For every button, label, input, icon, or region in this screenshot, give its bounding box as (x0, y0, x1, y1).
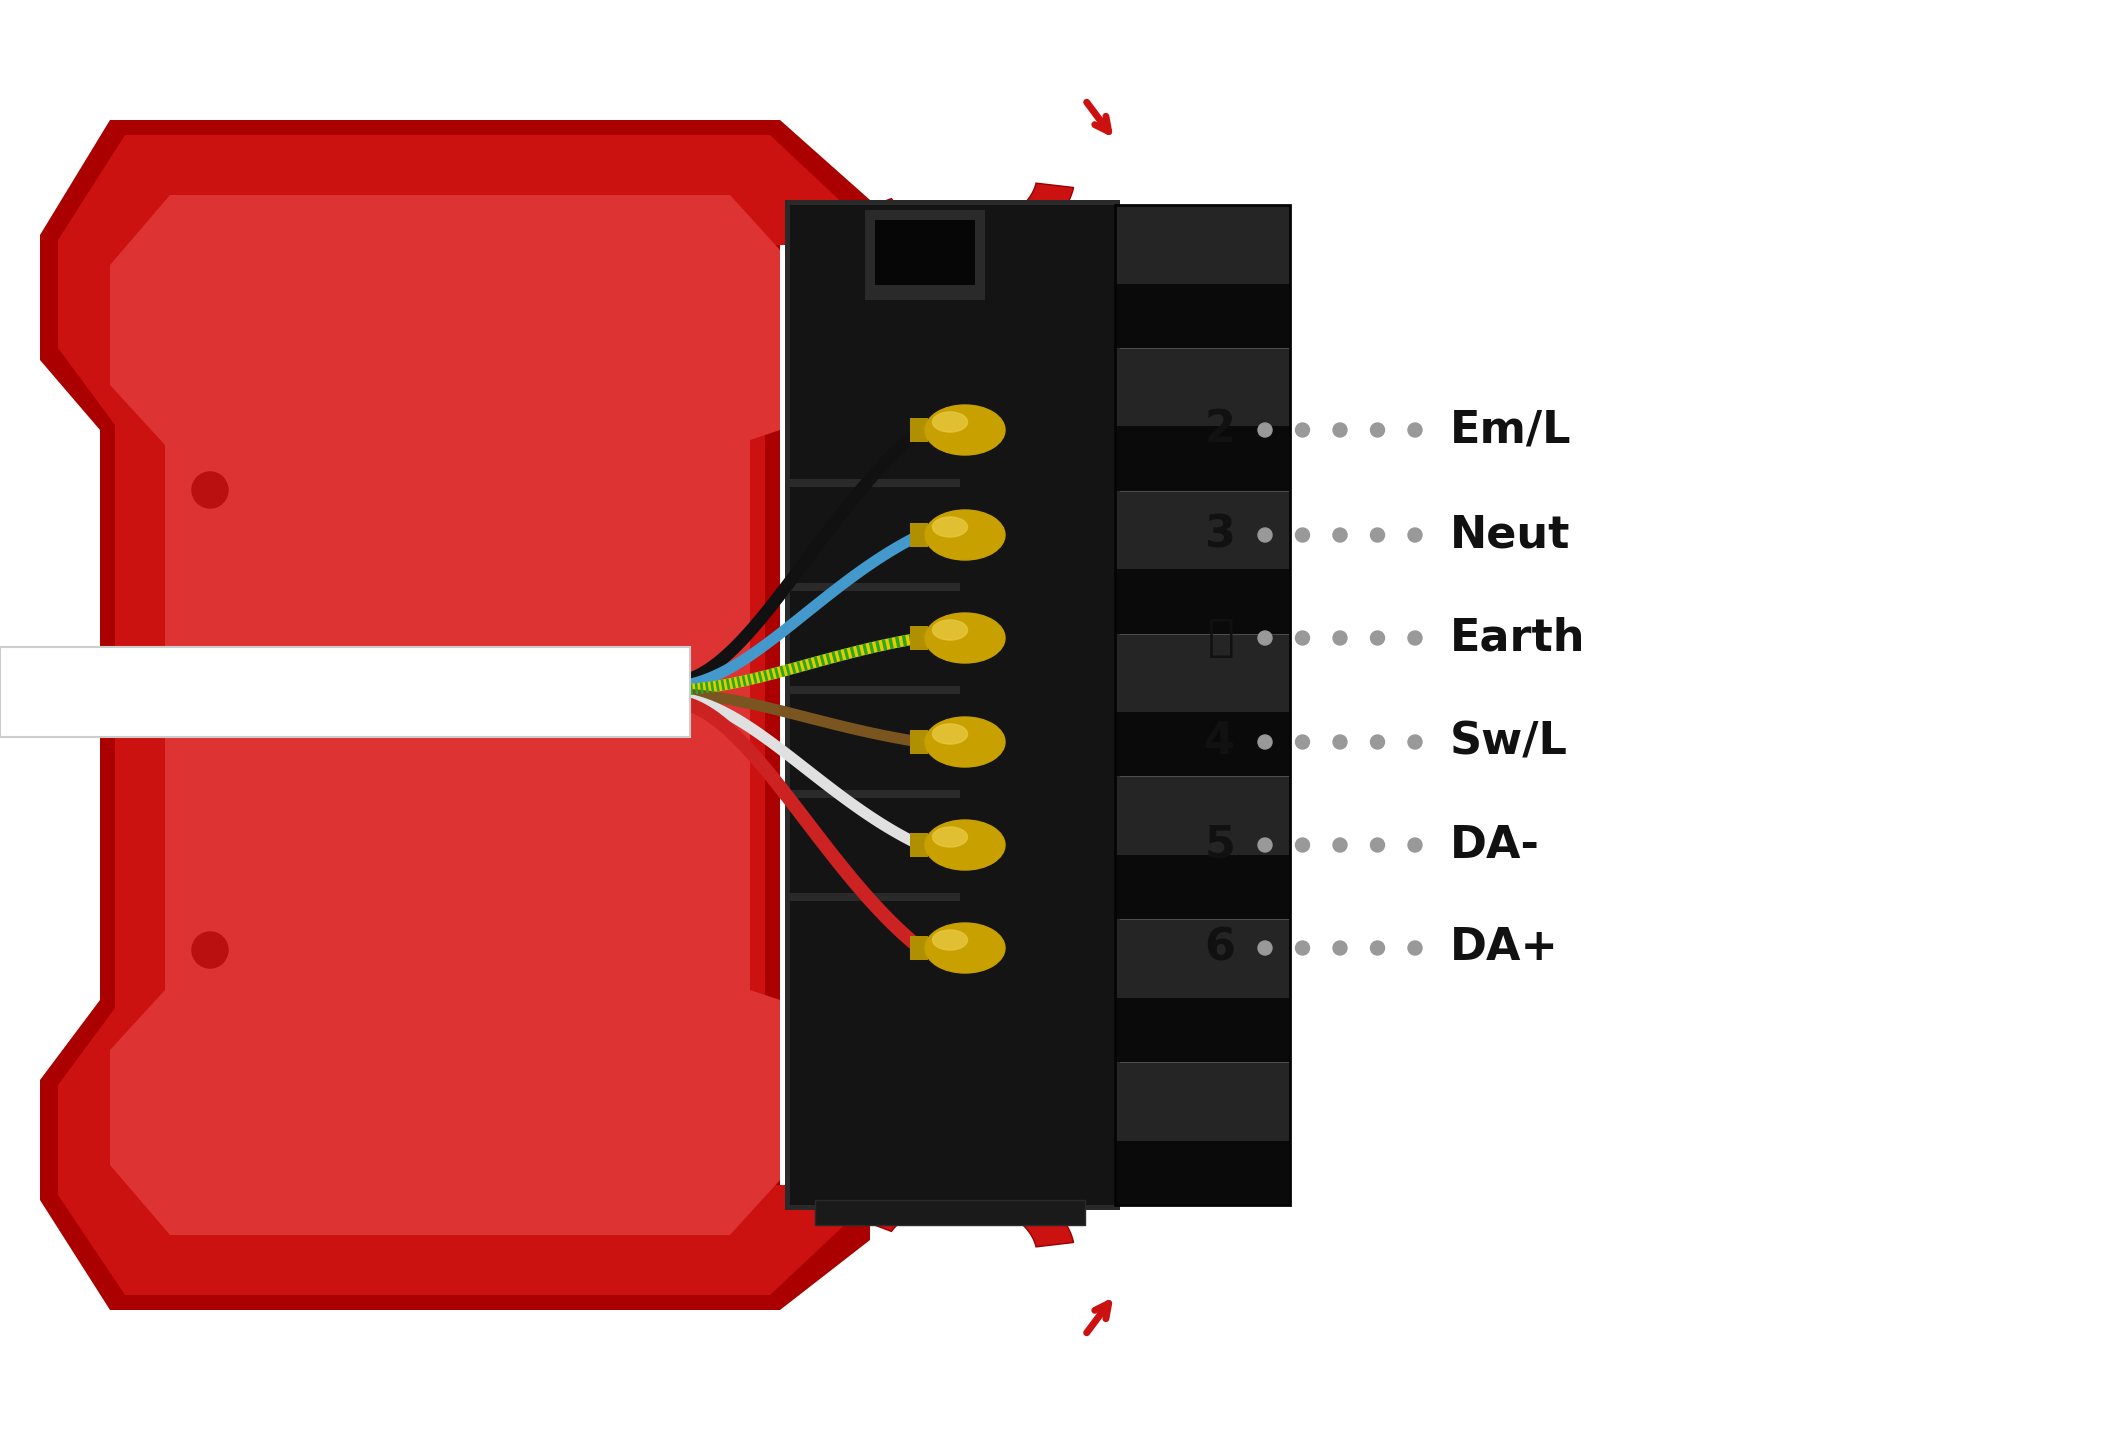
Circle shape (1296, 941, 1308, 955)
Ellipse shape (933, 827, 967, 847)
Text: 4: 4 (1203, 720, 1235, 763)
Bar (0, 647, 689, 737)
Bar (790, 582, 961, 591)
Circle shape (1370, 941, 1384, 955)
Circle shape (1334, 631, 1346, 645)
Ellipse shape (925, 404, 1005, 455)
Polygon shape (40, 120, 870, 1311)
Ellipse shape (940, 624, 1001, 663)
Ellipse shape (933, 619, 967, 640)
Circle shape (1296, 423, 1308, 437)
Text: 2: 2 (1203, 409, 1235, 452)
Ellipse shape (940, 521, 1001, 559)
Circle shape (1370, 423, 1384, 437)
Ellipse shape (925, 511, 1005, 561)
Circle shape (1258, 941, 1273, 955)
Bar (910, 730, 927, 754)
Text: ⏚: ⏚ (1207, 617, 1235, 660)
Ellipse shape (940, 830, 1001, 869)
Bar (790, 892, 961, 901)
Circle shape (1407, 528, 1422, 542)
Polygon shape (59, 135, 849, 1295)
Polygon shape (110, 195, 780, 1235)
Bar (1115, 713, 1289, 776)
Circle shape (192, 472, 228, 508)
Circle shape (1258, 736, 1273, 749)
Bar (1115, 855, 1289, 919)
Bar (790, 790, 961, 797)
Ellipse shape (933, 931, 967, 949)
Bar (815, 1200, 1085, 1225)
Bar (790, 479, 961, 486)
Bar (1115, 205, 1289, 1205)
Bar (1115, 205, 1289, 284)
Circle shape (1296, 631, 1308, 645)
Bar (790, 205, 1115, 1205)
Ellipse shape (933, 724, 967, 744)
Ellipse shape (925, 923, 1005, 974)
Circle shape (1407, 631, 1422, 645)
Bar (910, 417, 927, 442)
Circle shape (1334, 736, 1346, 749)
Circle shape (1334, 528, 1346, 542)
Circle shape (1370, 528, 1384, 542)
Text: 6: 6 (1203, 926, 1235, 969)
Text: DA-: DA- (1450, 823, 1540, 866)
Circle shape (1334, 837, 1346, 852)
Text: Sw/L: Sw/L (1450, 720, 1568, 763)
Circle shape (1407, 423, 1422, 437)
Ellipse shape (940, 728, 1001, 766)
Circle shape (1370, 631, 1384, 645)
Circle shape (1258, 631, 1273, 645)
Text: 3: 3 (1203, 513, 1235, 556)
Circle shape (1296, 837, 1308, 852)
Bar (910, 833, 927, 858)
Text: 5: 5 (1203, 823, 1235, 866)
Circle shape (1407, 941, 1422, 955)
Ellipse shape (940, 934, 1001, 972)
Text: Neut: Neut (1450, 513, 1570, 556)
Bar (1115, 998, 1289, 1063)
Bar (1115, 919, 1289, 998)
Ellipse shape (940, 416, 1001, 455)
Bar (874, 219, 976, 285)
Circle shape (1334, 423, 1346, 437)
Circle shape (1258, 528, 1273, 542)
Bar (910, 523, 927, 546)
Bar (910, 627, 927, 650)
Ellipse shape (933, 412, 967, 432)
Circle shape (1370, 736, 1384, 749)
Bar (1115, 348, 1289, 426)
Bar (1115, 776, 1289, 855)
Bar (1115, 490, 1289, 569)
Bar (1115, 1140, 1289, 1205)
Bar (1115, 284, 1289, 348)
Ellipse shape (925, 612, 1005, 663)
Circle shape (1258, 837, 1273, 852)
Bar (1115, 426, 1289, 490)
Bar (786, 199, 1121, 1210)
Circle shape (1407, 736, 1422, 749)
Ellipse shape (933, 518, 967, 536)
Circle shape (1296, 736, 1308, 749)
Bar (910, 936, 927, 959)
Bar (790, 685, 961, 694)
Circle shape (192, 932, 228, 968)
Text: Earth: Earth (1450, 617, 1584, 660)
Text: Em/L: Em/L (1450, 409, 1572, 452)
Text: DA+: DA+ (1450, 926, 1559, 969)
Bar (1115, 1063, 1289, 1140)
Polygon shape (858, 184, 1075, 255)
Bar (1115, 634, 1289, 713)
Bar (866, 209, 984, 300)
Circle shape (1407, 837, 1422, 852)
Ellipse shape (925, 717, 1005, 767)
Circle shape (1258, 423, 1273, 437)
Polygon shape (858, 1174, 1075, 1248)
Circle shape (1370, 837, 1384, 852)
Ellipse shape (925, 820, 1005, 870)
Circle shape (1334, 941, 1346, 955)
Circle shape (1296, 528, 1308, 542)
Bar (1115, 569, 1289, 634)
